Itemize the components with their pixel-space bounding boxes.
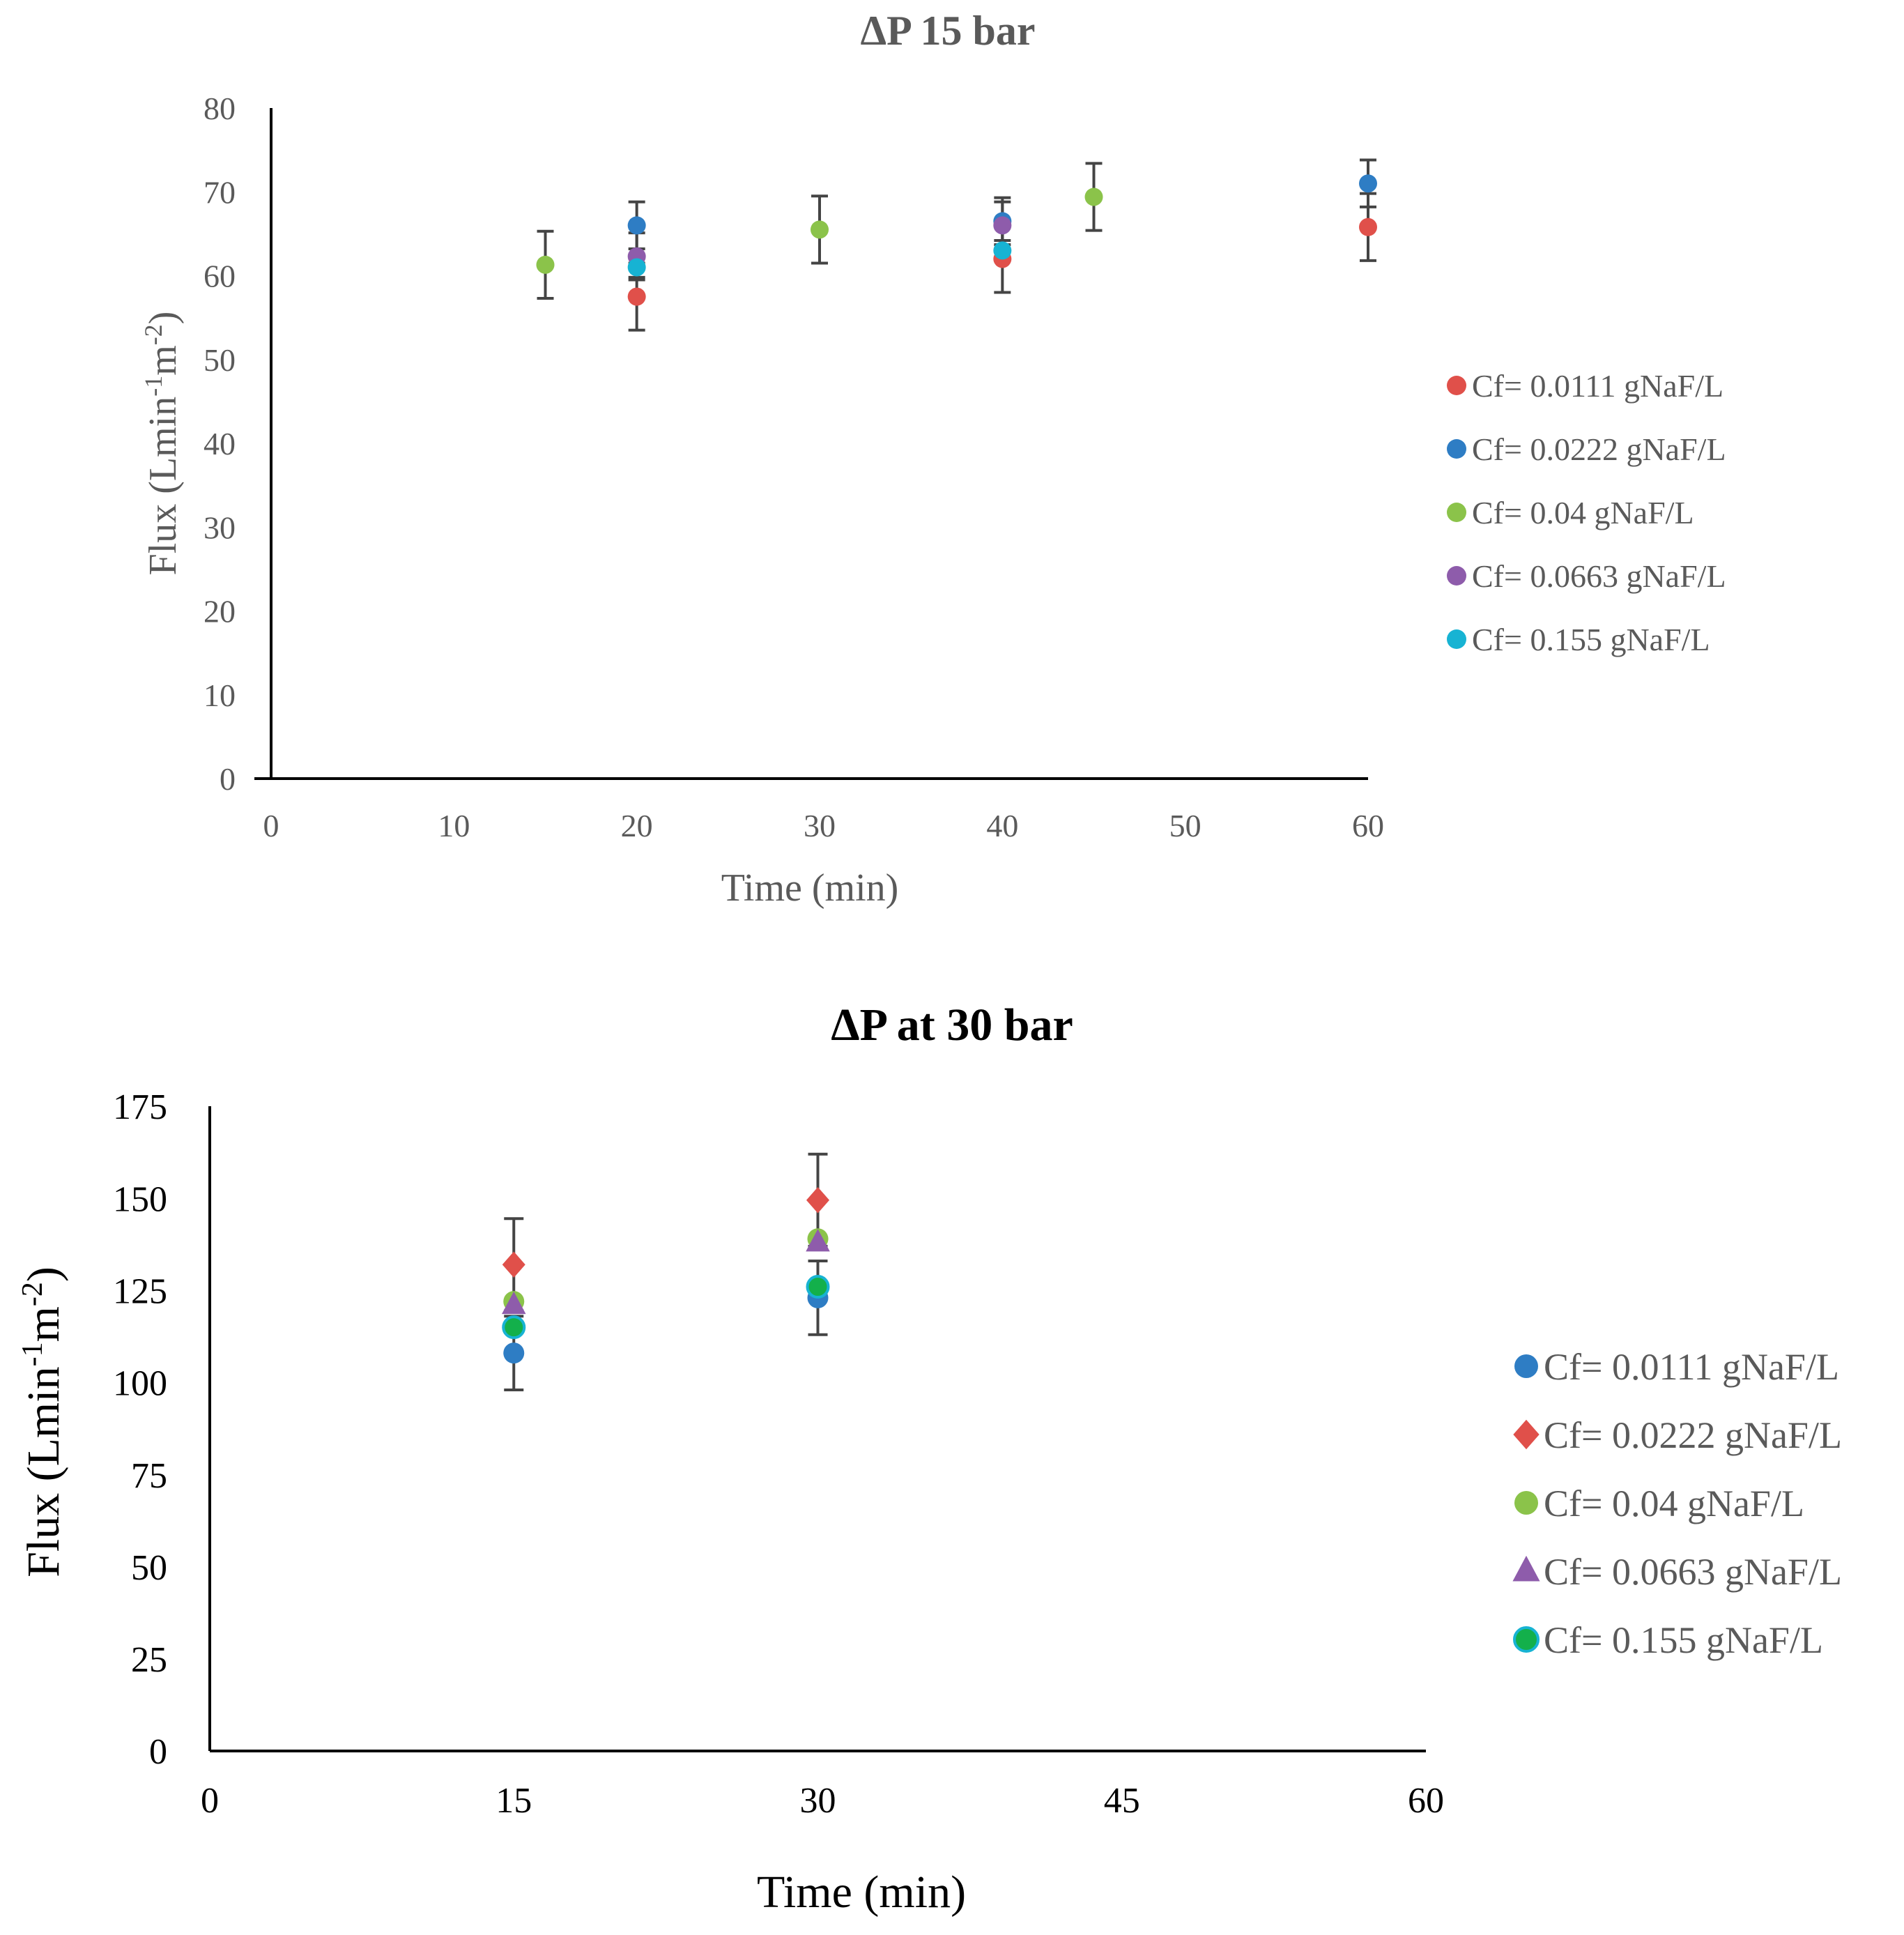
y-tick-label: 150 [113, 1179, 167, 1219]
y-tick-label: 175 [113, 1087, 167, 1127]
legend-label: Cf= 0.04 gNaF/L [1544, 1483, 1804, 1524]
legend-marker [1447, 566, 1466, 586]
y-tick-label: 10 [204, 678, 236, 713]
data-point-series-4 [502, 1291, 526, 1315]
legend-item: Cf= 0.0111 gNaF/L [1447, 368, 1723, 404]
y-tick-label: 25 [131, 1640, 167, 1680]
data-point-series-5 [993, 241, 1012, 260]
data-point-series-2 [806, 1187, 829, 1214]
y-tick-label: 80 [204, 91, 236, 126]
legend-item: Cf= 0.0663 gNaF/L [1512, 1551, 1842, 1593]
legend-marker [1514, 1491, 1538, 1515]
data-point-series-2 [502, 1251, 525, 1278]
legend-marker [1514, 1354, 1538, 1378]
x-tick-label: 60 [1408, 1781, 1444, 1821]
y-tick-label: 75 [131, 1456, 167, 1496]
legend-item: Cf= 0.0111 gNaF/L [1514, 1346, 1839, 1388]
y-tick-label: 40 [204, 426, 236, 461]
x-tick-label: 10 [438, 808, 470, 843]
legend-item: Cf= 0.04 gNaF/L [1514, 1483, 1804, 1524]
legend-label: Cf= 0.0663 gNaF/L [1472, 558, 1726, 594]
data-point-series-5 [627, 258, 646, 277]
y-tick-label: 60 [204, 259, 236, 294]
x-tick-label: 30 [804, 808, 836, 843]
y-tick-label: 50 [204, 342, 236, 378]
legend-item: Cf= 0.155 gNaF/L [1513, 1619, 1823, 1661]
data-point-series-4 [806, 1229, 830, 1252]
legend-item: Cf= 0.04 gNaF/L [1447, 495, 1694, 530]
y-tick-label: 30 [204, 510, 236, 545]
data-point-series-2 [1359, 174, 1377, 193]
data-point-series-1 [627, 287, 646, 306]
legend-label: Cf= 0.0222 gNaF/L [1544, 1414, 1842, 1456]
y-tick-label: 0 [149, 1732, 167, 1772]
legend-marker [1447, 439, 1466, 459]
x-tick-label: 0 [201, 1781, 219, 1821]
data-point-series-5 [806, 1275, 830, 1299]
y-tick-label: 100 [113, 1364, 167, 1404]
legend-marker [1513, 1419, 1540, 1450]
data-point-series-2 [627, 216, 646, 235]
legend-marker [1512, 1555, 1540, 1582]
y-axis-label: Flux (Lmin-1m-2) [139, 312, 185, 576]
x-tick-label: 30 [800, 1781, 836, 1821]
x-tick-label: 45 [1104, 1781, 1140, 1821]
chart-title: ΔP at 30 bar [831, 1000, 1073, 1050]
y-tick-label: 125 [113, 1271, 167, 1311]
legend-label: Cf= 0.0111 gNaF/L [1472, 368, 1723, 404]
data-point-series-3 [1084, 188, 1103, 206]
data-point-series-5 [502, 1315, 526, 1340]
x-tick-label: 50 [1169, 808, 1201, 843]
legend-label: Cf= 0.0111 gNaF/L [1544, 1346, 1839, 1388]
y-tick-label: 20 [204, 594, 236, 629]
data-point-series-1 [503, 1343, 525, 1364]
legend-label: Cf= 0.04 gNaF/L [1472, 495, 1694, 530]
y-axis-label: Flux (Lmin-1m-2) [17, 1267, 69, 1577]
legend-marker [1513, 1626, 1540, 1653]
legend-marker [1447, 629, 1466, 649]
x-tick-label: 15 [496, 1781, 532, 1821]
chart-title: ΔP 15 bar [861, 8, 1036, 54]
y-tick-label: 50 [131, 1548, 167, 1588]
legend-item: Cf= 0.0663 gNaF/L [1447, 558, 1726, 594]
data-point-series-4 [993, 216, 1012, 235]
legend-item: Cf= 0.0222 gNaF/L [1513, 1414, 1842, 1456]
legend-label: Cf= 0.155 gNaF/L [1472, 622, 1710, 657]
legend-marker [1447, 503, 1466, 522]
legend-item: Cf= 0.0222 gNaF/L [1447, 431, 1726, 467]
x-tick-label: 60 [1352, 808, 1384, 843]
legend-label: Cf= 0.155 gNaF/L [1544, 1619, 1823, 1661]
x-tick-label: 0 [263, 808, 279, 843]
y-tick-label: 70 [204, 174, 236, 210]
data-point-series-3 [536, 255, 555, 274]
x-tick-label: 40 [986, 808, 1018, 843]
x-tick-label: 20 [621, 808, 653, 843]
legend-marker [1447, 376, 1466, 395]
chart-30-bar: ΔP at 30 bar 0 25 50 75 100 125 150 175 0 15 30 45… [17, 1000, 1842, 1918]
legend-item: Cf= 0.155 gNaF/L [1447, 622, 1710, 657]
x-axis-label: Time (min) [721, 866, 899, 910]
legend-label: Cf= 0.0663 gNaF/L [1544, 1551, 1842, 1593]
y-tick-label: 0 [220, 761, 236, 797]
legend-label: Cf= 0.0222 gNaF/L [1472, 431, 1726, 467]
data-point-series-3 [811, 220, 829, 239]
x-axis-label: Time (min) [757, 1867, 966, 1918]
legend: Cf= 0.0111 gNaF/L Cf= 0.0222 gNaF/L Cf= 0.… [1447, 368, 1726, 657]
data-point-series-1 [1359, 217, 1377, 236]
legend: Cf= 0.0111 gNaF/L Cf= 0.0222 gNaF/L Cf= 0.… [1512, 1346, 1842, 1661]
chart-15-bar: ΔP 15 bar 0 10 20 30 40 50 60 70 80 0 10 20 30 40 50 6… [139, 8, 1726, 910]
